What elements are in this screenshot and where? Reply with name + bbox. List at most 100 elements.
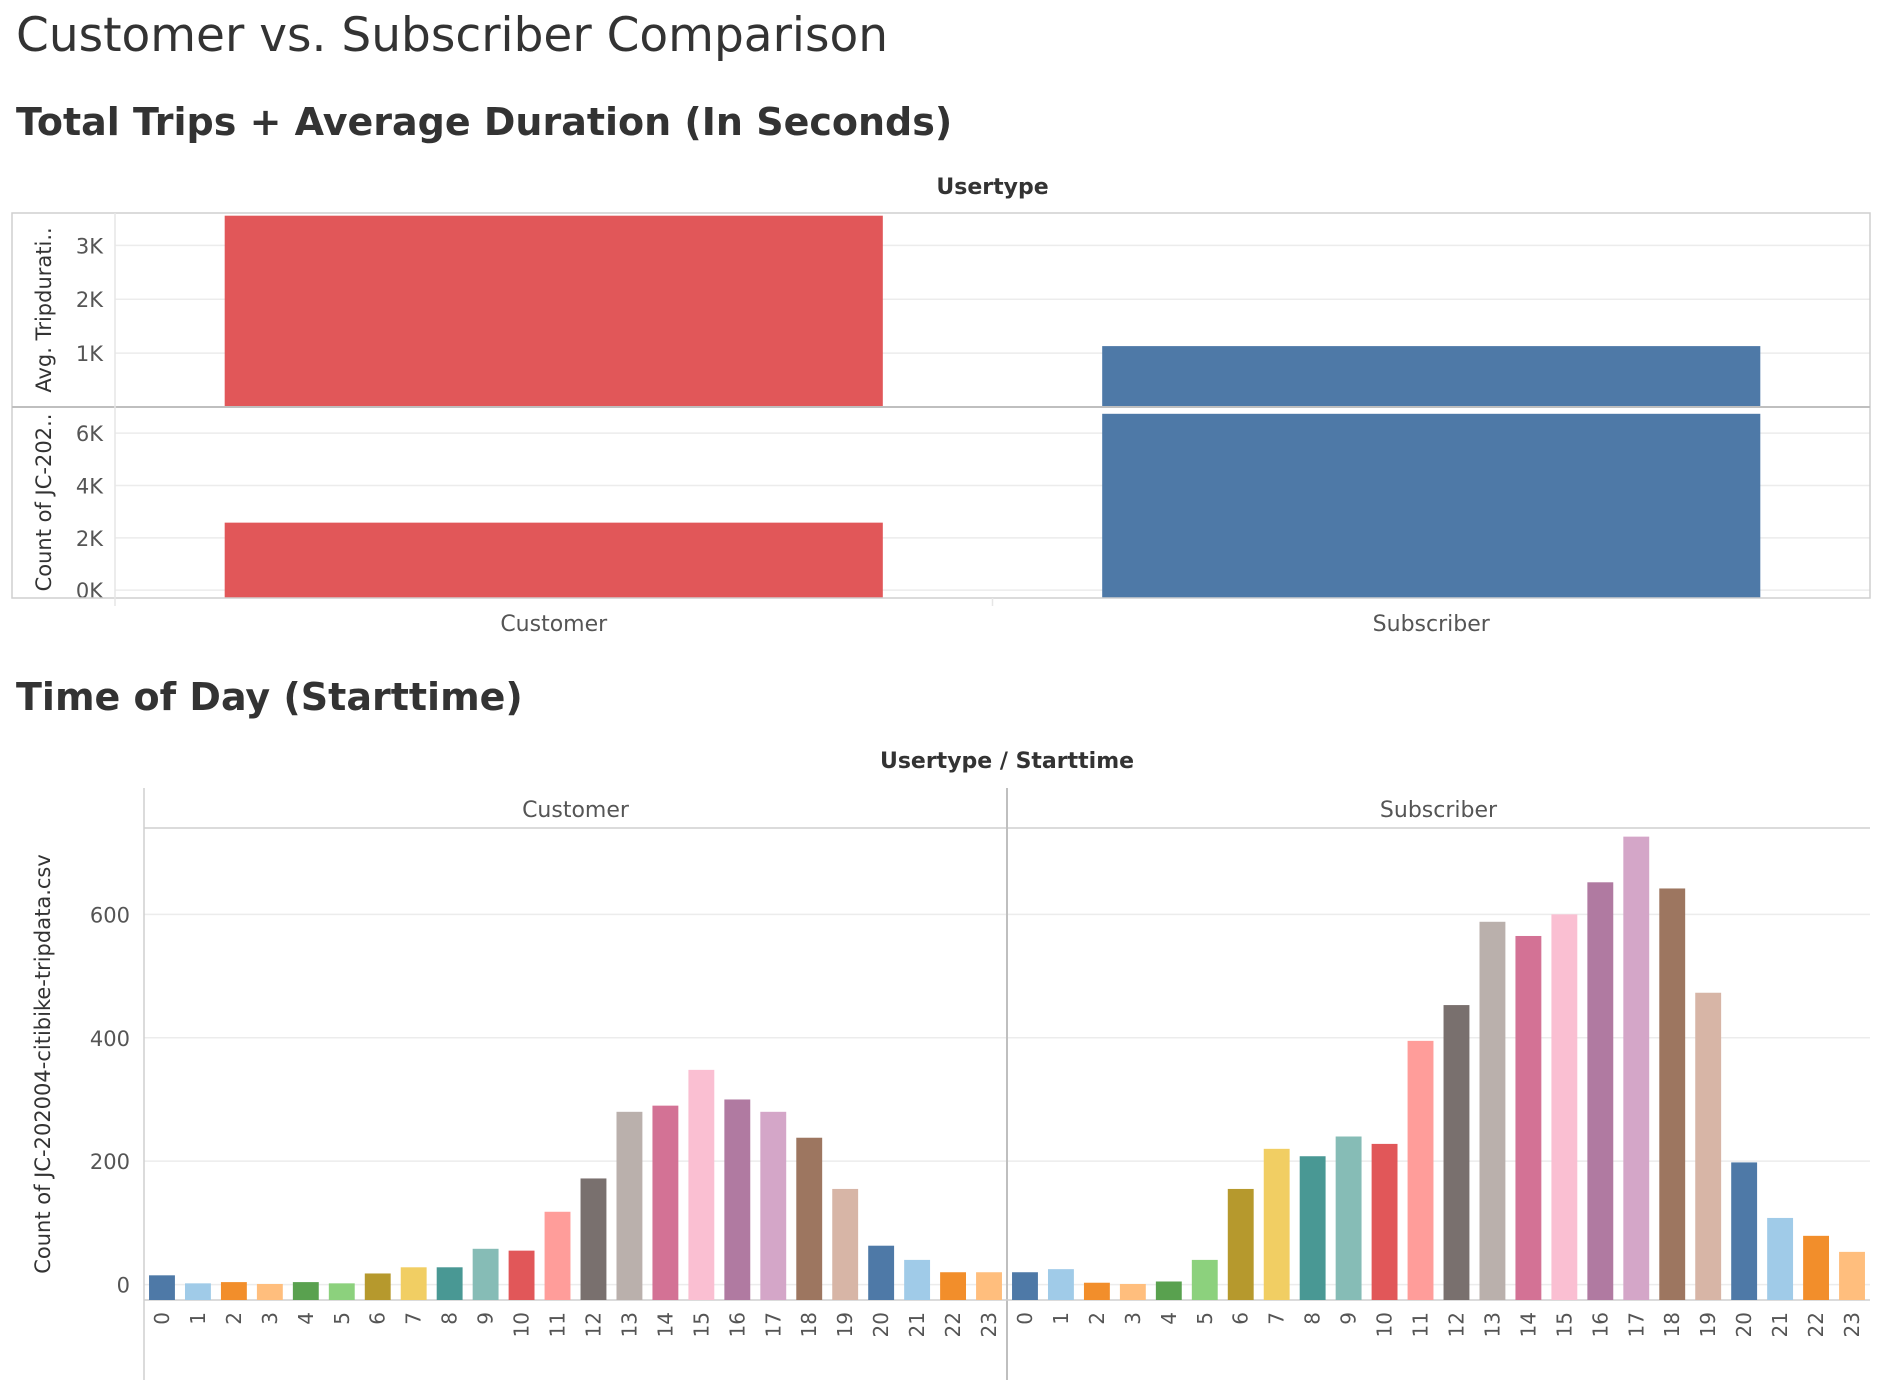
x-tick-label: 18 bbox=[797, 1312, 821, 1337]
bar-customer-hour-8 bbox=[436, 1267, 463, 1300]
bar-customer-hour-2 bbox=[220, 1282, 247, 1300]
y-tick-label: 0K bbox=[76, 579, 104, 603]
x-tick-label: 15 bbox=[1552, 1312, 1576, 1337]
bar-subscriber-hour-7 bbox=[1263, 1148, 1290, 1300]
bar-subscriber-hour-17 bbox=[1623, 836, 1650, 1300]
x-tick-label: 23 bbox=[977, 1312, 1001, 1337]
dashboard-title: Customer vs. Subscriber Comparison bbox=[16, 8, 889, 63]
x-tick-label: 3 bbox=[258, 1312, 282, 1325]
x-tick-label: 1 bbox=[1049, 1312, 1073, 1325]
bar-customer-hour-0 bbox=[149, 1275, 175, 1300]
x-tick-label: 21 bbox=[905, 1312, 929, 1337]
usertype-header: Usertype bbox=[936, 175, 1048, 200]
x-tick-label: 21 bbox=[1768, 1312, 1792, 1337]
x-tick-label: 23 bbox=[1840, 1312, 1864, 1337]
bar-customer-hour-17 bbox=[760, 1111, 787, 1300]
x-tick-label: 15 bbox=[689, 1312, 713, 1337]
bar-customer-hour-10 bbox=[508, 1250, 535, 1300]
bar-customer-hour-9 bbox=[472, 1248, 499, 1300]
x-tick-label: 2 bbox=[1085, 1312, 1109, 1325]
y-tick-label: 2K bbox=[76, 527, 104, 551]
x-tick-label: 11 bbox=[546, 1312, 570, 1337]
x-tick-label: 10 bbox=[1373, 1312, 1397, 1337]
bar-subscriber-hour-11 bbox=[1407, 1040, 1434, 1300]
x-category-label: Customer bbox=[500, 612, 608, 637]
bar-customer bbox=[224, 215, 883, 407]
x-tick-label: 7 bbox=[1265, 1312, 1289, 1325]
y-axis-label: Count of JC-202.. bbox=[32, 414, 56, 592]
x-tick-label: 14 bbox=[653, 1312, 677, 1337]
y-tick-label: 2K bbox=[76, 288, 104, 312]
bar-subscriber-hour-8 bbox=[1299, 1156, 1326, 1300]
bar-subscriber-hour-16 bbox=[1587, 882, 1614, 1300]
x-tick-label: 6 bbox=[366, 1312, 390, 1325]
bar-subscriber-hour-15 bbox=[1551, 914, 1578, 1300]
section-title-time-of-day: Time of Day (Starttime) bbox=[16, 675, 523, 719]
bar-subscriber-hour-1 bbox=[1047, 1269, 1074, 1300]
x-tick-label: 16 bbox=[725, 1312, 749, 1337]
x-tick-label: 1 bbox=[186, 1312, 210, 1325]
bar-subscriber-hour-5 bbox=[1191, 1259, 1218, 1300]
bar-subscriber bbox=[1102, 413, 1761, 598]
bar-subscriber-hour-14 bbox=[1515, 935, 1542, 1300]
x-tick-label: 9 bbox=[1337, 1312, 1361, 1325]
x-tick-label: 20 bbox=[1732, 1312, 1756, 1337]
x-tick-label: 6 bbox=[1229, 1312, 1253, 1325]
x-tick-label: 20 bbox=[869, 1312, 893, 1337]
y-tick-label: 3K bbox=[76, 234, 104, 258]
bar-subscriber-hour-20 bbox=[1731, 1162, 1758, 1300]
y-tick-label: 400 bbox=[90, 1027, 130, 1051]
x-tick-label: 12 bbox=[1444, 1312, 1468, 1337]
usertype-starttime-header: Usertype / Starttime bbox=[880, 749, 1134, 774]
x-tick-label: 8 bbox=[1301, 1312, 1325, 1325]
x-tick-label: 5 bbox=[1193, 1312, 1217, 1325]
bar-subscriber-hour-4 bbox=[1155, 1281, 1182, 1300]
bar-subscriber-hour-18 bbox=[1659, 888, 1686, 1300]
x-tick-label: 13 bbox=[617, 1312, 641, 1337]
y-tick-label: 6K bbox=[76, 422, 104, 446]
bar-customer-hour-4 bbox=[292, 1282, 319, 1300]
x-tick-label: 17 bbox=[761, 1312, 785, 1337]
bar-subscriber-hour-21 bbox=[1767, 1217, 1794, 1300]
y-tick-label: 1K bbox=[76, 342, 104, 366]
y-tick-label: 600 bbox=[90, 903, 130, 927]
y-axis-label: Avg. Tripdurati.. bbox=[32, 227, 56, 392]
x-tick-label: 12 bbox=[581, 1312, 605, 1337]
x-tick-label: 4 bbox=[1157, 1312, 1181, 1325]
bar-customer-hour-18 bbox=[796, 1137, 823, 1300]
x-tick-label: 0 bbox=[1013, 1312, 1037, 1325]
bar-customer-hour-22 bbox=[940, 1272, 967, 1300]
bar-subscriber bbox=[1102, 346, 1761, 407]
x-category-label: Subscriber bbox=[1373, 612, 1491, 637]
x-tick-label: 19 bbox=[1696, 1312, 1720, 1337]
x-tick-label: 5 bbox=[330, 1312, 354, 1325]
bar-customer-hour-14 bbox=[652, 1105, 679, 1300]
x-tick-label: 19 bbox=[833, 1312, 857, 1337]
bar-customer-hour-1 bbox=[184, 1283, 211, 1300]
bar-subscriber-hour-2 bbox=[1083, 1282, 1110, 1300]
bar-customer-hour-20 bbox=[868, 1245, 895, 1300]
x-tick-label: 10 bbox=[510, 1312, 534, 1337]
bar-subscriber-hour-0 bbox=[1012, 1272, 1038, 1300]
y-axis-label: Count of JC-202004-citibike-tripdata.csv bbox=[31, 854, 55, 1274]
trips-duration-chart: Usertype 1K 2K 3K Avg. Tripdurati.. 0K 2K 4K 6K C… bbox=[11, 175, 1871, 637]
bar-customer-hour-16 bbox=[724, 1099, 751, 1300]
bar-subscriber-hour-22 bbox=[1803, 1235, 1830, 1300]
x-tick-label: 16 bbox=[1588, 1312, 1612, 1337]
bar-customer-hour-7 bbox=[400, 1267, 427, 1300]
bar-customer-hour-21 bbox=[904, 1259, 931, 1300]
y-tick-label: 4K bbox=[76, 474, 104, 498]
x-tick-label: 22 bbox=[1804, 1312, 1828, 1337]
bar-customer-hour-5 bbox=[328, 1283, 355, 1300]
bar-customer-hour-13 bbox=[616, 1111, 643, 1300]
bar-subscriber-hour-9 bbox=[1335, 1136, 1362, 1300]
y-tick-label: 0 bbox=[117, 1274, 130, 1298]
bar-subscriber-hour-6 bbox=[1227, 1188, 1254, 1300]
x-tick-label: 7 bbox=[402, 1312, 426, 1325]
x-tick-label: 22 bbox=[941, 1312, 965, 1337]
section-title-trips-duration: Total Trips + Average Duration (In Secon… bbox=[16, 100, 953, 144]
x-tick-label: 8 bbox=[438, 1312, 462, 1325]
bar-subscriber-hour-23 bbox=[1839, 1251, 1865, 1300]
bar-customer-hour-6 bbox=[364, 1273, 391, 1300]
